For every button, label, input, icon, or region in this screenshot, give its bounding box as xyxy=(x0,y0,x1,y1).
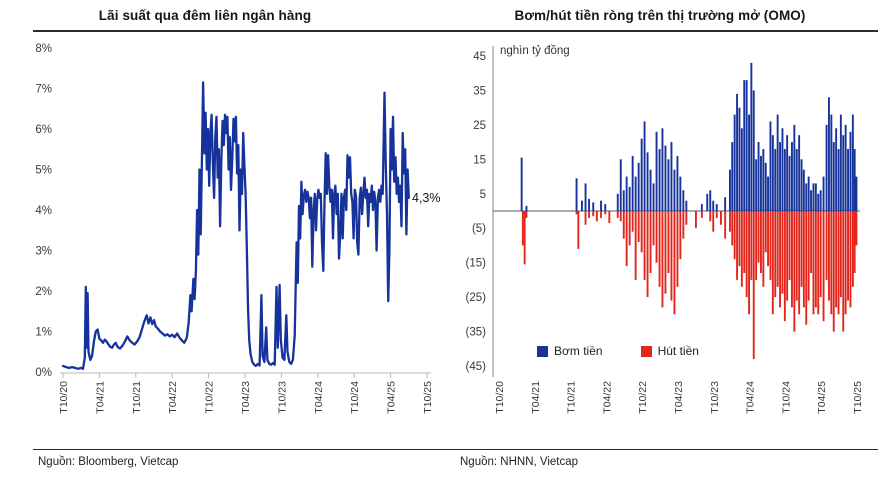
svg-text:T04/23: T04/23 xyxy=(240,381,252,414)
pump-swatch-icon xyxy=(537,345,548,357)
left-source-text: Nguồn: Bloomberg, Vietcap xyxy=(38,456,179,468)
svg-text:(5): (5) xyxy=(472,223,486,235)
legend-item-drain: Hút tiền xyxy=(640,344,699,358)
svg-text:T04/24: T04/24 xyxy=(745,381,757,414)
svg-text:45: 45 xyxy=(473,51,486,63)
svg-text:T10/20: T10/20 xyxy=(58,381,70,414)
legend-label-drain: Hút tiền xyxy=(657,344,699,358)
svg-text:T04/21: T04/21 xyxy=(94,381,106,414)
svg-text:5%: 5% xyxy=(35,165,52,177)
svg-text:6%: 6% xyxy=(35,124,52,136)
legend-item-pump: Bơm tiền xyxy=(537,344,603,358)
legend-label-pump: Bơm tiền xyxy=(554,344,603,358)
svg-text:25: 25 xyxy=(473,120,486,132)
svg-text:15: 15 xyxy=(473,154,486,166)
left-chart-title: Lãi suất qua đêm liên ngân hàng xyxy=(98,8,312,23)
omo-chart: 45 35 25 15 5 (5) (15) (25) (35) (45) T10/20 T04/21… xyxy=(466,46,864,414)
svg-text:1%: 1% xyxy=(35,327,52,339)
svg-text:T10/22: T10/22 xyxy=(637,381,649,414)
svg-text:(45): (45) xyxy=(466,361,487,373)
svg-text:T04/22: T04/22 xyxy=(167,381,179,414)
svg-text:(15): (15) xyxy=(466,258,487,270)
svg-text:2%: 2% xyxy=(35,286,52,298)
svg-text:T10/21: T10/21 xyxy=(131,381,143,414)
svg-text:4%: 4% xyxy=(35,205,52,217)
right-source-text: Nguồn: NHNN, Vietcap xyxy=(460,456,579,468)
svg-text:35: 35 xyxy=(473,85,486,97)
omo-legend: Bơm tiền Hút tiền xyxy=(537,344,699,358)
last-value-annotation: 4,3% xyxy=(412,191,441,205)
svg-text:3%: 3% xyxy=(35,246,52,258)
svg-text:T10/22: T10/22 xyxy=(204,381,216,414)
svg-text:T10/23: T10/23 xyxy=(709,381,721,414)
svg-text:0%: 0% xyxy=(35,367,52,379)
svg-text:T04/23: T04/23 xyxy=(673,381,685,414)
svg-text:T10/25: T10/25 xyxy=(852,381,864,414)
svg-text:T10/21: T10/21 xyxy=(566,381,578,414)
svg-text:T04/25: T04/25 xyxy=(386,381,398,414)
svg-text:8%: 8% xyxy=(35,43,52,55)
svg-text:T10/25: T10/25 xyxy=(422,381,434,414)
svg-text:(25): (25) xyxy=(466,292,487,304)
header-divider xyxy=(33,30,878,32)
svg-text:T04/22: T04/22 xyxy=(601,381,613,414)
svg-text:T10/20: T10/20 xyxy=(494,381,506,414)
interbank-rate-chart: 8% 7% 6% 5% 4% 3% 2% 1% 0% T10/20 T04/21 T10/21 T04/… xyxy=(35,43,434,414)
y-axis-unit-label: nghìn tỷ đồng xyxy=(500,45,570,57)
drain-swatch-icon xyxy=(640,345,652,357)
svg-text:T04/25: T04/25 xyxy=(816,381,828,414)
svg-text:T04/24: T04/24 xyxy=(313,381,325,414)
svg-text:(35): (35) xyxy=(466,327,487,339)
svg-text:T10/24: T10/24 xyxy=(780,381,792,414)
svg-text:T10/23: T10/23 xyxy=(276,381,288,414)
svg-text:T04/21: T04/21 xyxy=(530,381,542,414)
svg-text:7%: 7% xyxy=(35,84,52,96)
right-chart-title: Bơm/hút tiền ròng trên thị trường mở (OM… xyxy=(514,8,806,23)
footer-divider xyxy=(33,449,878,451)
svg-text:5: 5 xyxy=(480,189,486,201)
svg-text:T10/24: T10/24 xyxy=(349,381,361,414)
